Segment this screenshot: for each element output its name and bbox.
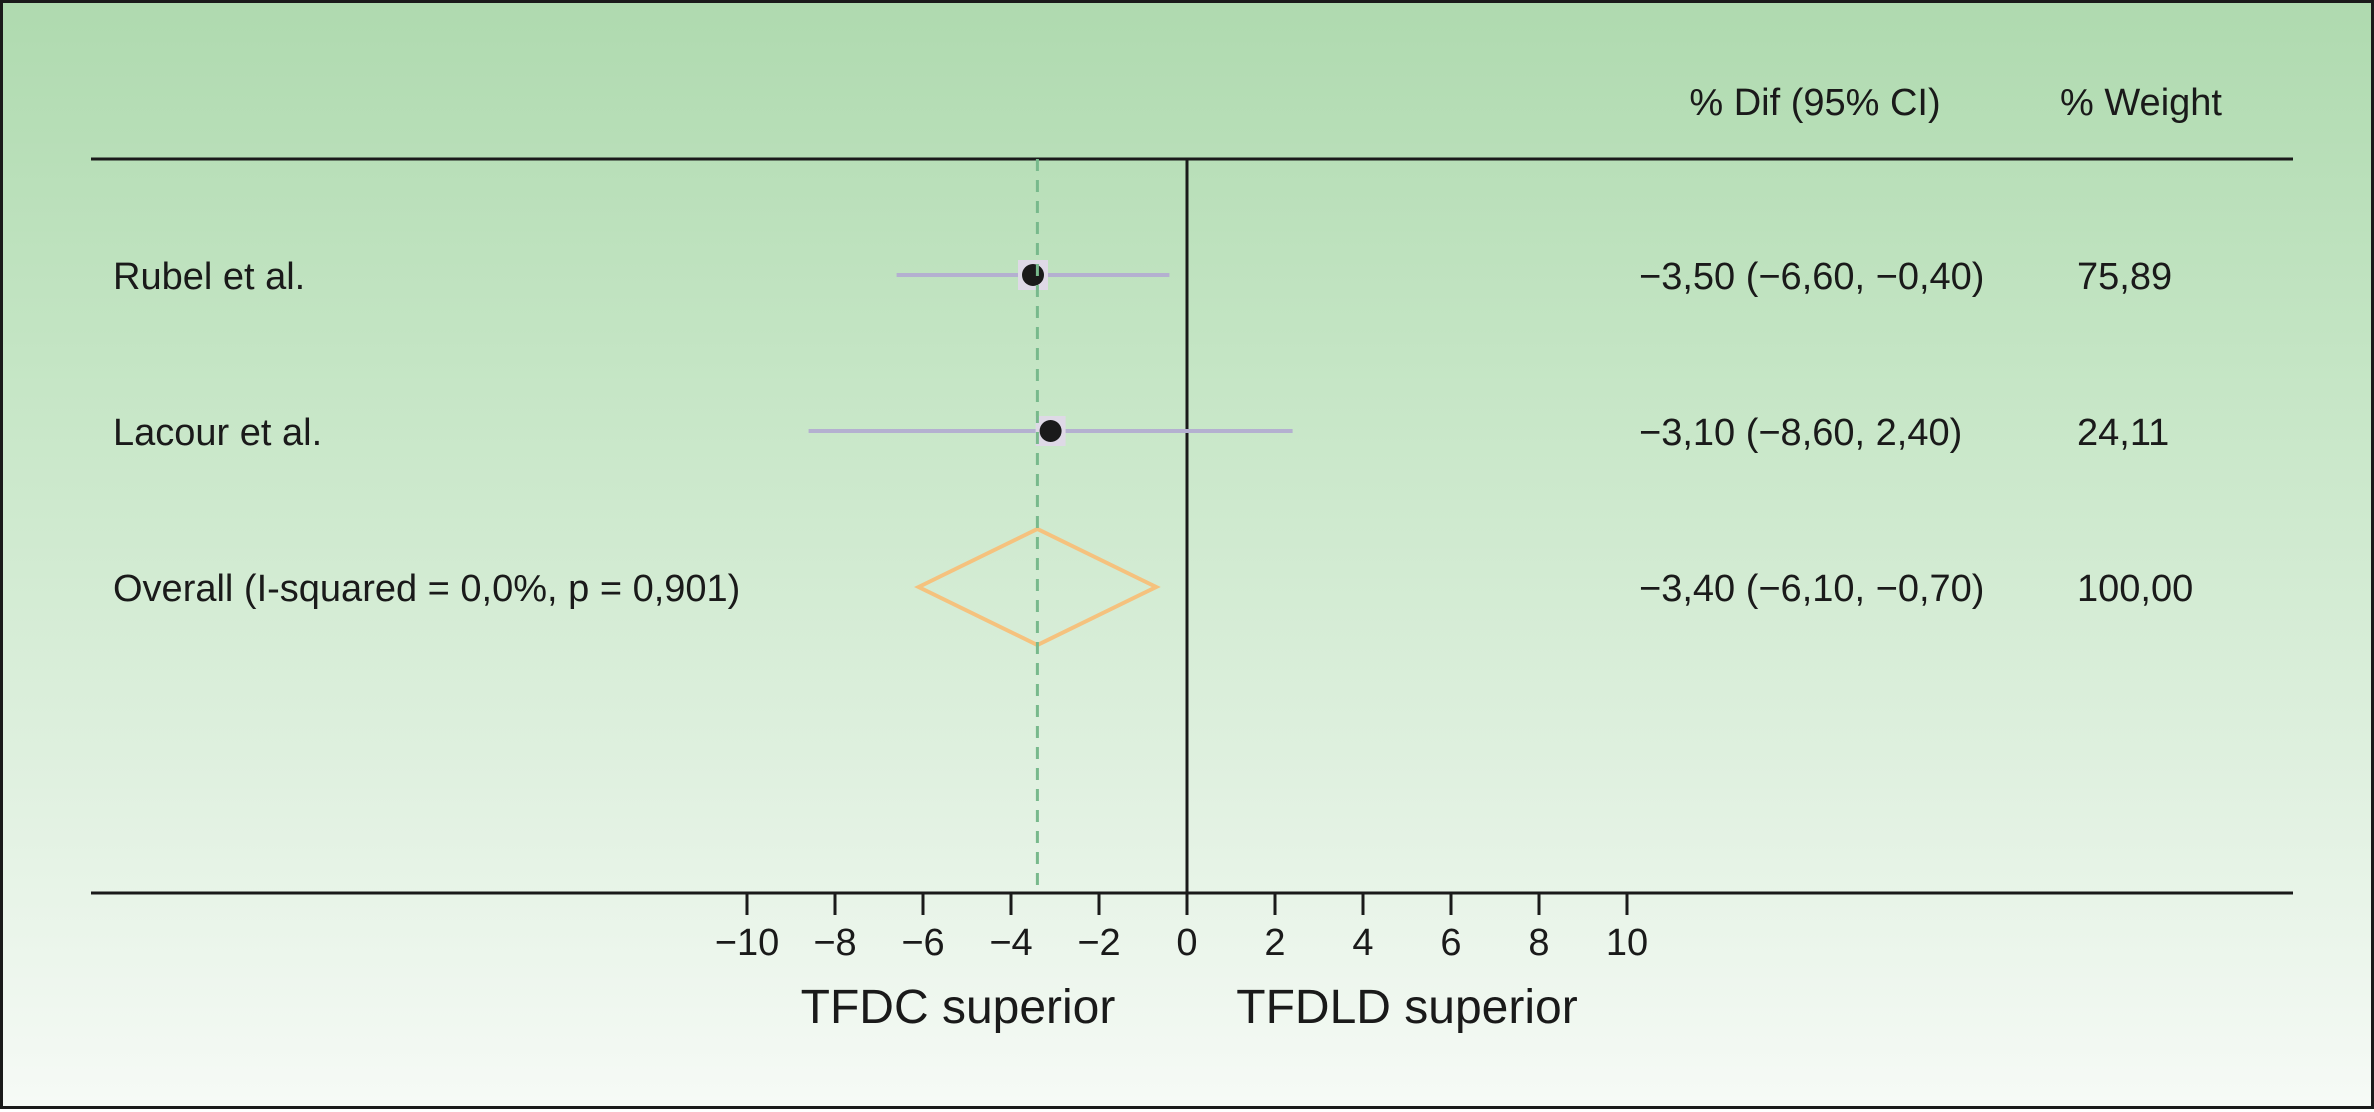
- study-label: Lacour et al.: [113, 412, 322, 454]
- weight-text: 24,11: [2077, 412, 2169, 454]
- effect-text: −3,50 (−6,60, −0,40): [1639, 256, 1984, 298]
- x-tick-label: 8: [1528, 922, 1549, 964]
- x-tick-label: 10: [1606, 922, 1648, 964]
- weight-column-header: % Weight: [2060, 82, 2222, 124]
- x-tick-label: −10: [715, 922, 779, 964]
- overall-weight-text: 100,00: [2077, 568, 2193, 610]
- x-tick-label: 6: [1440, 922, 1461, 964]
- overall-label: Overall (I-squared = 0,0%, p = 0,901): [113, 568, 740, 610]
- point-estimate: [1022, 264, 1044, 286]
- overall-row: Overall (I-squared = 0,0%, p = 0,901) −3,…: [113, 526, 2193, 648]
- effect-text: −3,10 (−8,60, 2,40): [1639, 412, 1962, 454]
- overall-diamond: [914, 526, 1161, 648]
- study-label: Rubel et al.: [113, 256, 305, 298]
- left-direction-label: TFDC superior: [801, 981, 1116, 1034]
- effect-column-header: % Dif (95% CI): [1689, 82, 1940, 124]
- x-tick-label: −8: [813, 922, 856, 964]
- x-tick-label: 2: [1264, 922, 1285, 964]
- x-tick-label: 4: [1352, 922, 1373, 964]
- overall-effect-text: −3,40 (−6,10, −0,70): [1639, 568, 1984, 610]
- x-axis-ticks: −10 −8 −6 −4 −2 0 2 4 6 8 10: [715, 893, 1648, 964]
- study-rows: Rubel et al. −3,50 (−6,60, −0,40) 75,89 Lac…: [113, 256, 2172, 454]
- weight-text: 75,89: [2077, 256, 2172, 298]
- x-tick-label: −2: [1077, 922, 1120, 964]
- study-row: Lacour et al. −3,10 (−8,60, 2,40) 24,11: [113, 412, 2169, 454]
- x-tick-label: −4: [989, 922, 1032, 964]
- right-direction-label: TFDLD superior: [1236, 981, 1577, 1034]
- x-tick-label: −6: [901, 922, 944, 964]
- forest-plot: % Dif (95% CI) % Weight −10 −8 −6 −4 −2 0 2 4 6 8…: [91, 82, 2293, 1034]
- x-tick-label: 0: [1176, 922, 1197, 964]
- study-row: Rubel et al. −3,50 (−6,60, −0,40) 75,89: [113, 256, 2172, 298]
- point-estimate: [1039, 420, 1062, 442]
